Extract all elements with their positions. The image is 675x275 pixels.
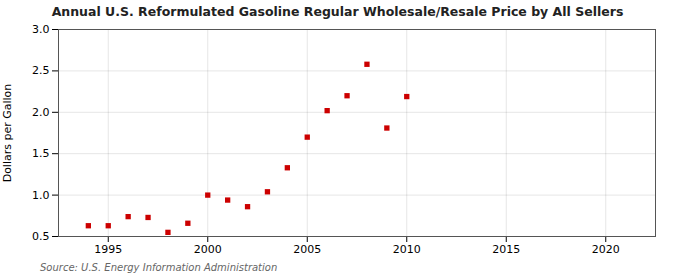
svg-text:3.0: 3.0 bbox=[32, 23, 50, 36]
html-text:Source: U.S. Energy Informatio: Source: U.S. Energy Information Administ… bbox=[40, 262, 278, 273]
svg-text:1995: 1995 bbox=[94, 243, 122, 256]
svg-text:2010: 2010 bbox=[393, 243, 421, 256]
svg-text:2015: 2015 bbox=[492, 243, 520, 256]
svg-text:2.0: 2.0 bbox=[32, 106, 50, 119]
svg-text:0.5: 0.5 bbox=[32, 230, 50, 243]
svg-text:1.5: 1.5 bbox=[32, 147, 50, 160]
svg-text:Dollars per Gallon: Dollars per Gallon bbox=[1, 84, 14, 183]
svg-text:1.0: 1.0 bbox=[32, 189, 50, 202]
svg-text:2000: 2000 bbox=[194, 243, 222, 256]
svg-text:2005: 2005 bbox=[293, 243, 321, 256]
svg-text:2020: 2020 bbox=[592, 243, 620, 256]
html-text:Annual U.S. Reformulated Gasol: Annual U.S. Reformulated Gasoline Regula… bbox=[51, 4, 624, 19]
svg-text:2.5: 2.5 bbox=[32, 64, 50, 77]
